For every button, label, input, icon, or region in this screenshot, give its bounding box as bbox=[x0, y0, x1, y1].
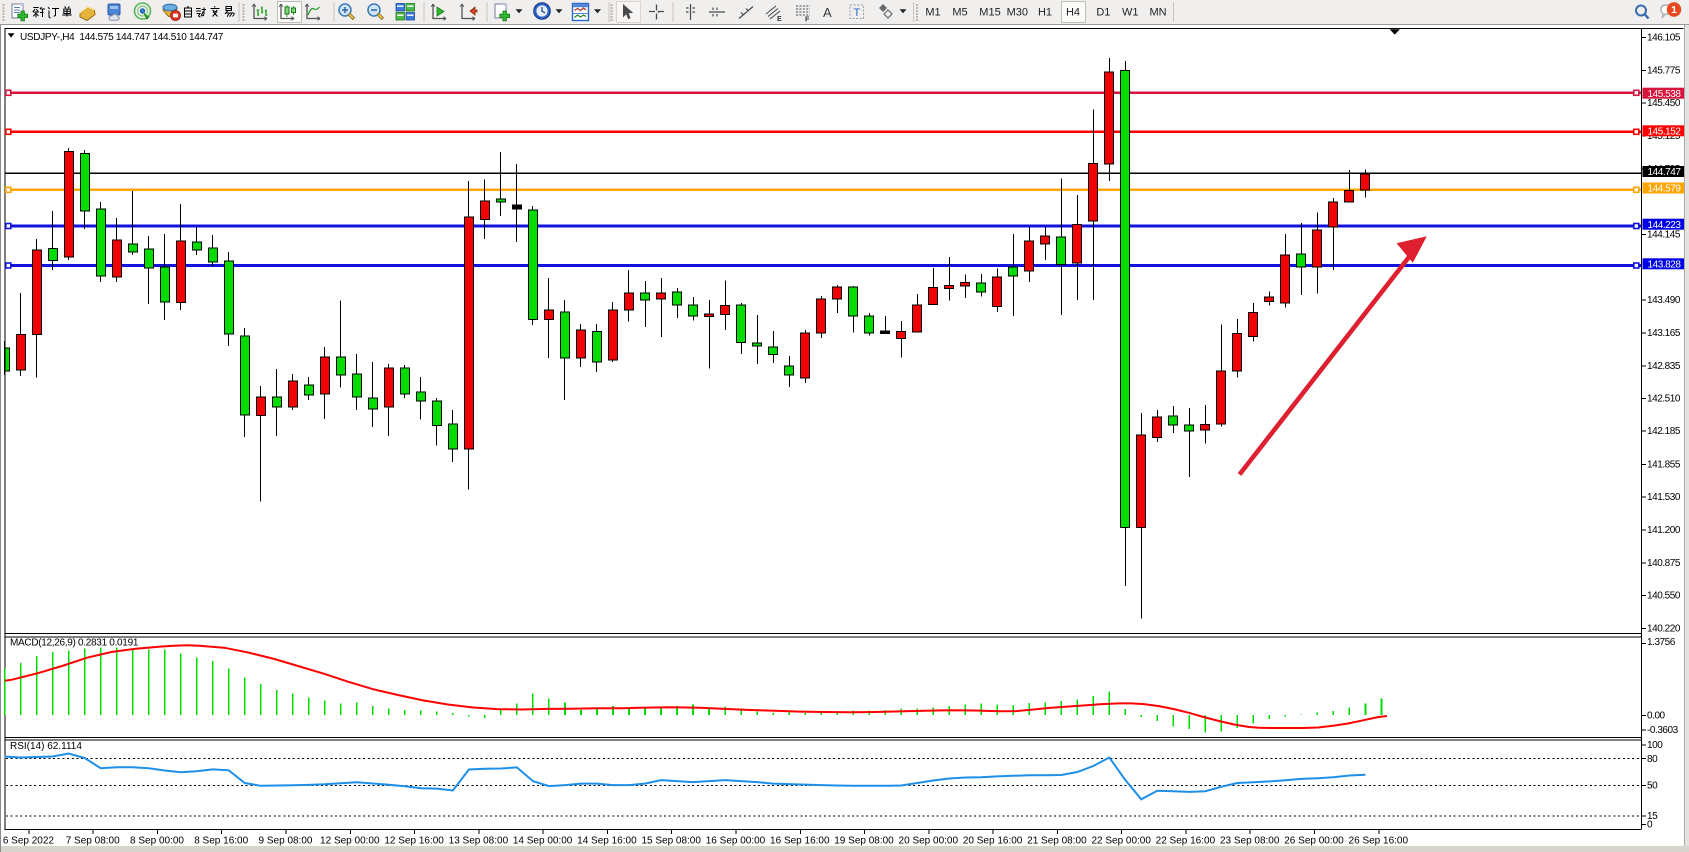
svg-text:141.530: 141.530 bbox=[1647, 492, 1681, 503]
svg-text:80: 80 bbox=[1647, 754, 1658, 765]
svg-text:144.747: 144.747 bbox=[1648, 167, 1682, 178]
svg-text:H4: H4 bbox=[1066, 7, 1080, 19]
svg-text:141.855: 141.855 bbox=[1647, 459, 1681, 470]
svg-text:22 Sep 00:00: 22 Sep 00:00 bbox=[1091, 836, 1151, 847]
svg-text:M15: M15 bbox=[979, 7, 1000, 19]
svg-text:7 Sep 08:00: 7 Sep 08:00 bbox=[66, 836, 120, 847]
svg-text:20 Sep 16:00: 20 Sep 16:00 bbox=[963, 836, 1023, 847]
svg-text:-0.3603: -0.3603 bbox=[1647, 725, 1679, 736]
svg-text:143.165: 143.165 bbox=[1647, 328, 1681, 339]
svg-text:144.579: 144.579 bbox=[1648, 184, 1682, 195]
svg-text:M1: M1 bbox=[925, 7, 940, 19]
svg-text:142.835: 142.835 bbox=[1647, 361, 1681, 372]
svg-text:140.220: 140.220 bbox=[1647, 624, 1681, 635]
svg-text:145.775: 145.775 bbox=[1647, 66, 1681, 77]
svg-text:MACD(12,26,9) 0.2831 0.0191: MACD(12,26,9) 0.2831 0.0191 bbox=[10, 638, 139, 649]
svg-text:M5: M5 bbox=[952, 7, 967, 19]
svg-text:12 Sep 00:00: 12 Sep 00:00 bbox=[320, 836, 380, 847]
svg-text:13 Sep 08:00: 13 Sep 08:00 bbox=[449, 836, 509, 847]
svg-text:H1: H1 bbox=[1038, 7, 1052, 19]
svg-text:W1: W1 bbox=[1122, 7, 1139, 19]
svg-text:12 Sep 16:00: 12 Sep 16:00 bbox=[384, 836, 444, 847]
svg-text:141.200: 141.200 bbox=[1647, 525, 1681, 536]
svg-text:26 Sep 16:00: 26 Sep 16:00 bbox=[1349, 836, 1409, 847]
svg-text:140.550: 140.550 bbox=[1647, 590, 1681, 601]
svg-text:8 Sep 00:00: 8 Sep 00:00 bbox=[130, 836, 184, 847]
svg-text:1.3756: 1.3756 bbox=[1647, 637, 1676, 648]
svg-text:F: F bbox=[805, 17, 810, 24]
svg-text:23 Sep 08:00: 23 Sep 08:00 bbox=[1220, 836, 1280, 847]
svg-text:E: E bbox=[777, 16, 782, 23]
svg-text:MN: MN bbox=[1149, 7, 1166, 19]
svg-text:9 Sep 08:00: 9 Sep 08:00 bbox=[259, 836, 313, 847]
svg-text:D1: D1 bbox=[1096, 7, 1110, 19]
svg-text:15 Sep 08:00: 15 Sep 08:00 bbox=[641, 836, 701, 847]
svg-text:16 Sep 00:00: 16 Sep 00:00 bbox=[706, 836, 766, 847]
svg-text:21 Sep 08:00: 21 Sep 08:00 bbox=[1027, 836, 1087, 847]
svg-text:19 Sep 08:00: 19 Sep 08:00 bbox=[834, 836, 894, 847]
svg-text:143.828: 143.828 bbox=[1648, 259, 1682, 270]
svg-text:26 Sep 00:00: 26 Sep 00:00 bbox=[1284, 836, 1344, 847]
svg-text:14 Sep 00:00: 14 Sep 00:00 bbox=[513, 836, 573, 847]
svg-text:0: 0 bbox=[1647, 819, 1653, 830]
svg-text:145.125: 145.125 bbox=[1647, 131, 1681, 142]
svg-text:16 Sep 16:00: 16 Sep 16:00 bbox=[770, 836, 830, 847]
svg-text:145.450: 145.450 bbox=[1647, 98, 1681, 109]
svg-text:146.105: 146.105 bbox=[1647, 33, 1681, 44]
svg-text:0.00: 0.00 bbox=[1647, 710, 1666, 721]
svg-text:144.145: 144.145 bbox=[1647, 229, 1681, 240]
svg-text:145.538: 145.538 bbox=[1648, 89, 1682, 100]
svg-text:50: 50 bbox=[1647, 781, 1658, 792]
svg-text:6 Sep 2022: 6 Sep 2022 bbox=[3, 836, 55, 847]
svg-text:M30: M30 bbox=[1007, 7, 1028, 19]
svg-text:22 Sep 16:00: 22 Sep 16:00 bbox=[1156, 836, 1216, 847]
svg-text:15: 15 bbox=[1647, 811, 1658, 822]
svg-text:14 Sep 16:00: 14 Sep 16:00 bbox=[577, 836, 637, 847]
svg-text:142.510: 142.510 bbox=[1647, 394, 1681, 405]
svg-text:143.490: 143.490 bbox=[1647, 295, 1681, 306]
svg-text:145.152: 145.152 bbox=[1648, 126, 1682, 137]
svg-text:1: 1 bbox=[1671, 4, 1677, 16]
svg-text:144.223: 144.223 bbox=[1648, 220, 1682, 231]
svg-text:RSI(14) 62.1114: RSI(14) 62.1114 bbox=[10, 741, 82, 752]
svg-text:8 Sep 16:00: 8 Sep 16:00 bbox=[194, 836, 248, 847]
svg-text:T: T bbox=[854, 7, 861, 19]
svg-text:USDJPY-,H4 144.575 144.747 14: USDJPY-,H4 144.575 144.747 144.510 144.7… bbox=[20, 32, 224, 43]
svg-text:140.875: 140.875 bbox=[1647, 558, 1681, 569]
svg-text:142.185: 142.185 bbox=[1647, 426, 1681, 437]
svg-text:A: A bbox=[823, 5, 832, 20]
svg-text:100: 100 bbox=[1647, 740, 1663, 751]
svg-text:20 Sep 00:00: 20 Sep 00:00 bbox=[899, 836, 959, 847]
